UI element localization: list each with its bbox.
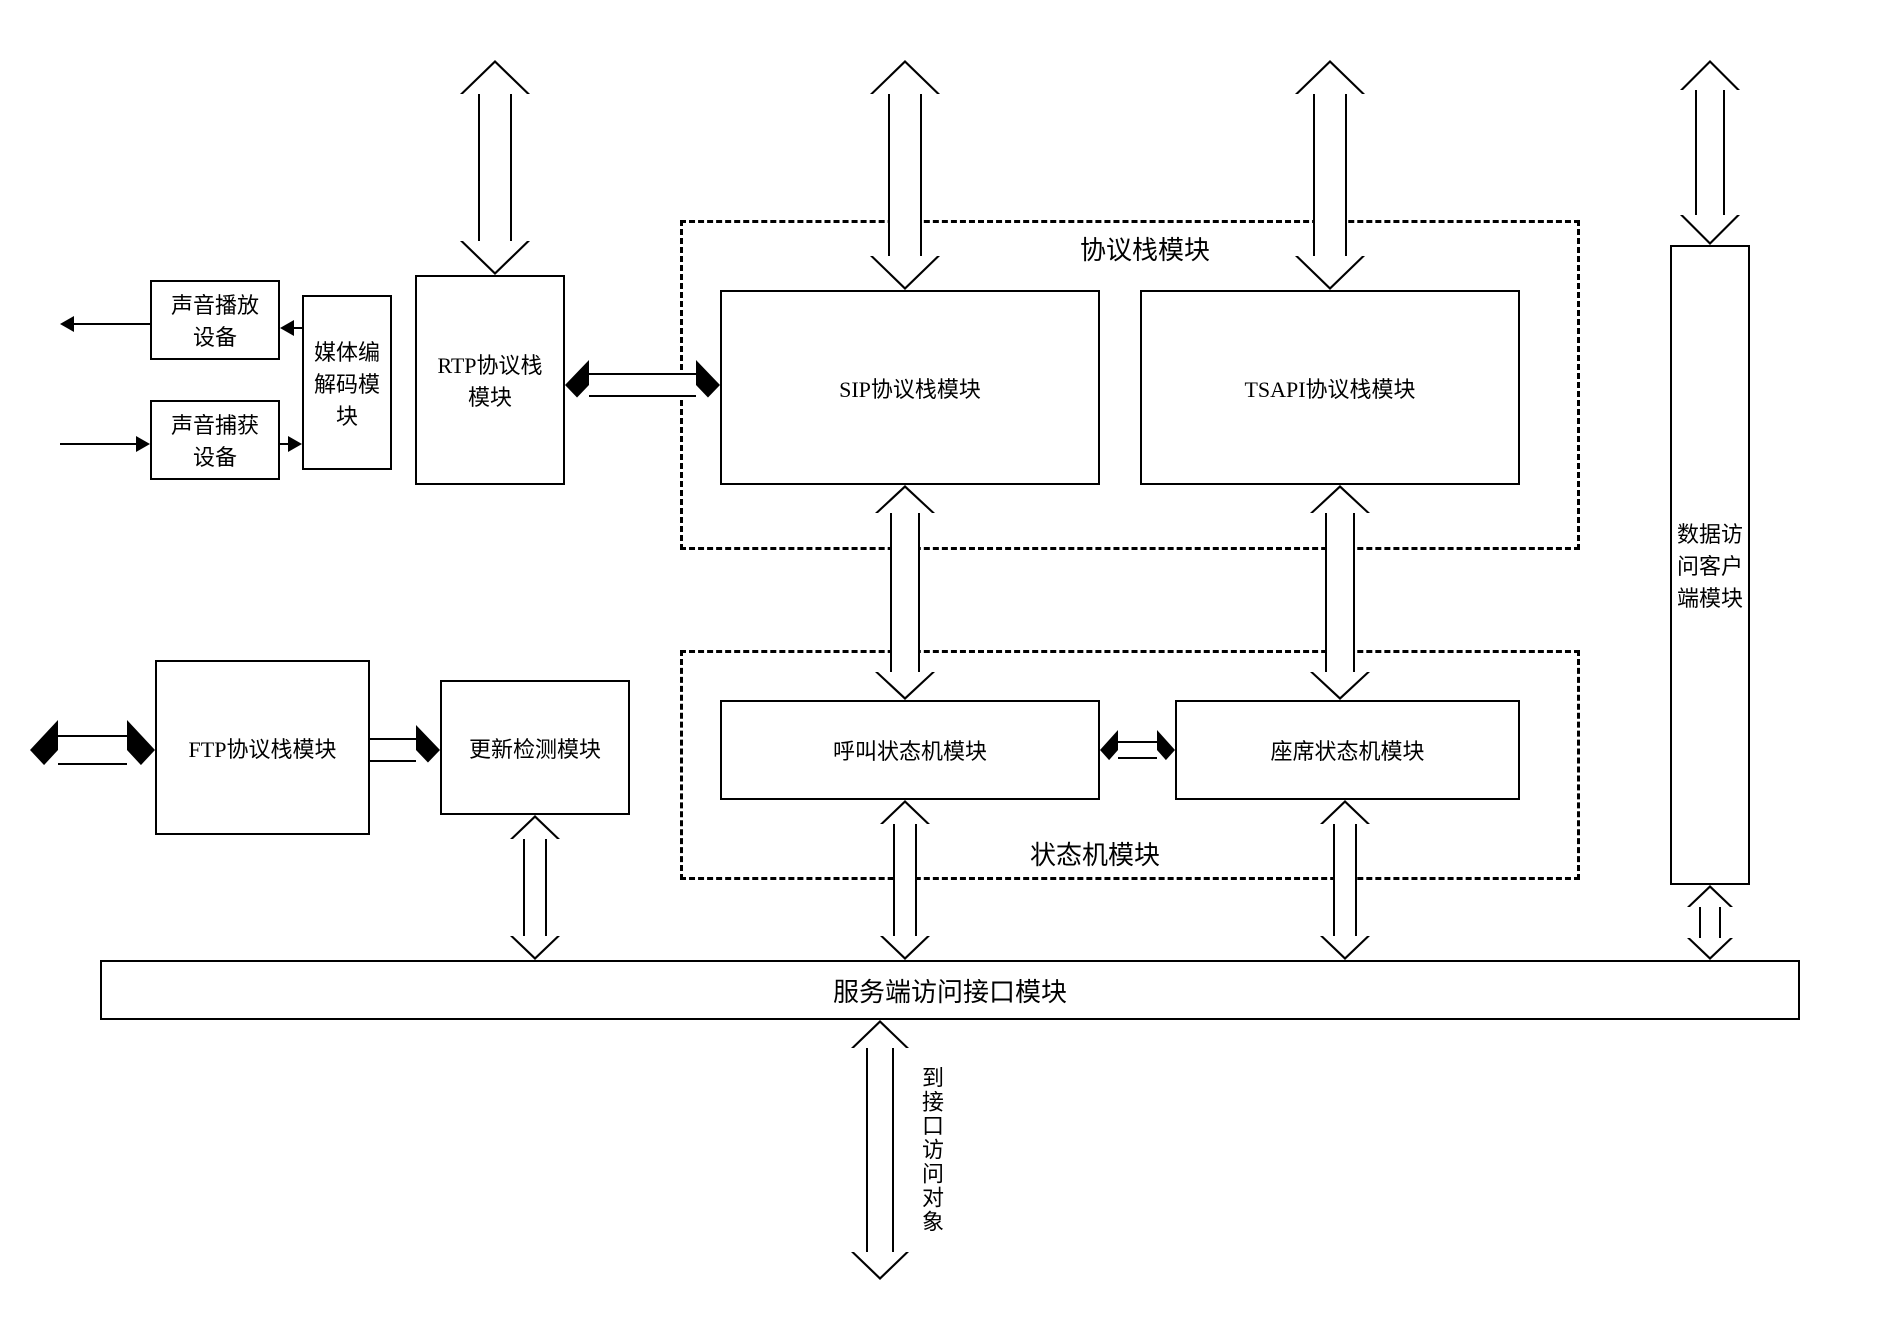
box-label: TSAPI协议栈模块 bbox=[1244, 372, 1415, 404]
box-sip: SIP协议栈模块 bbox=[720, 290, 1100, 485]
box-data-client: 数据访问客户端模块 bbox=[1670, 245, 1750, 885]
diagram-canvas: 声音播放设备 声音捕获设备 媒体编解码模块 RTP协议栈模块 协议栈模块 SIP… bbox=[20, 20, 1863, 1317]
box-call-sm: 呼叫状态机模块 bbox=[720, 700, 1100, 800]
arrow-agentsm-server bbox=[1320, 800, 1370, 960]
box-update: 更新检测模块 bbox=[440, 680, 630, 815]
box-audio-play: 声音播放设备 bbox=[150, 280, 280, 360]
box-label: 座席状态机模块 bbox=[1270, 734, 1424, 766]
box-label: SIP协议栈模块 bbox=[839, 372, 981, 404]
box-rtp: RTP协议栈模块 bbox=[415, 275, 565, 485]
arrow-update-server bbox=[510, 815, 560, 960]
box-agent-sm: 座席状态机模块 bbox=[1175, 700, 1520, 800]
box-label: FTP协议栈模块 bbox=[189, 732, 337, 764]
box-tsapi: TSAPI协议栈模块 bbox=[1140, 290, 1520, 485]
box-label: RTP协议栈模块 bbox=[437, 348, 542, 412]
arrow-play-codec bbox=[280, 320, 302, 336]
group-label-protocol: 协议栈模块 bbox=[1080, 230, 1210, 267]
arrow-server-interface bbox=[850, 1020, 910, 1280]
arrow-sip-top bbox=[875, 60, 935, 290]
box-label: 服务端访问接口模块 bbox=[833, 972, 1067, 1009]
arrow-dataclient-server bbox=[1685, 885, 1735, 960]
box-codec: 媒体编解码模块 bbox=[302, 295, 392, 470]
arrow-rtp-top bbox=[465, 60, 525, 275]
arrow-sip-callsm bbox=[875, 485, 935, 700]
arrow-tsapi-agentsm bbox=[1310, 485, 1370, 700]
label-to-interface: 到接口访问对象 bbox=[915, 1040, 947, 1260]
box-label: 声音播放设备 bbox=[171, 288, 259, 352]
box-label: 更新检测模块 bbox=[469, 732, 601, 764]
arrow-tsapi-top bbox=[1300, 60, 1360, 290]
arrow-audio-out bbox=[60, 316, 150, 332]
box-label: 呼叫状态机模块 bbox=[833, 734, 987, 766]
arrow-callsm-agentsm bbox=[1100, 730, 1175, 770]
box-server-api: 服务端访问接口模块 bbox=[100, 960, 1800, 1020]
arrow-ftp-left bbox=[30, 720, 155, 780]
arrow-dataclient-top bbox=[1680, 60, 1740, 245]
arrow-capture-codec bbox=[280, 436, 302, 452]
arrow-callsm-server bbox=[880, 800, 930, 960]
box-ftp: FTP协议栈模块 bbox=[155, 660, 370, 835]
arrow-audio-in bbox=[60, 436, 150, 452]
box-audio-capture: 声音捕获设备 bbox=[150, 400, 280, 480]
box-label: 数据访问客户端模块 bbox=[1676, 517, 1744, 613]
group-label-state: 状态机模块 bbox=[1030, 835, 1160, 872]
arrow-ftp-update bbox=[370, 725, 440, 775]
arrow-rtp-sip bbox=[565, 360, 720, 410]
box-label: 声音捕获设备 bbox=[171, 408, 259, 472]
box-label: 媒体编解码模块 bbox=[314, 335, 380, 431]
